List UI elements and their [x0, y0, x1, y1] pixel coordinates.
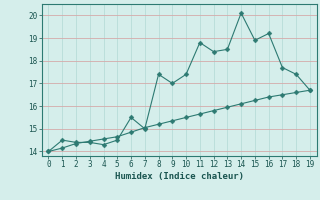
- X-axis label: Humidex (Indice chaleur): Humidex (Indice chaleur): [115, 172, 244, 181]
